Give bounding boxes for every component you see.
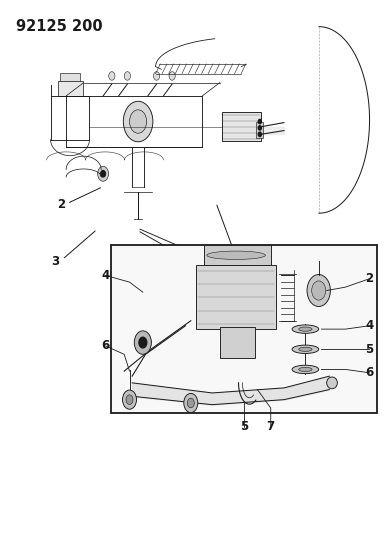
Circle shape <box>123 101 153 142</box>
Circle shape <box>109 72 115 80</box>
Bar <box>220 327 255 358</box>
Text: 6: 6 <box>102 340 110 352</box>
Circle shape <box>258 126 261 130</box>
Ellipse shape <box>327 377 337 389</box>
Circle shape <box>258 119 261 124</box>
Text: 92125 200: 92125 200 <box>16 19 102 34</box>
Text: 3: 3 <box>51 255 60 268</box>
Circle shape <box>169 72 175 80</box>
Text: 5: 5 <box>240 420 248 433</box>
Bar <box>111 245 377 413</box>
Bar <box>58 81 83 96</box>
Circle shape <box>126 395 133 405</box>
Circle shape <box>153 72 160 80</box>
Bar <box>196 265 276 329</box>
Ellipse shape <box>299 367 312 372</box>
Text: 2: 2 <box>57 198 65 211</box>
Circle shape <box>307 274 330 306</box>
Text: 4: 4 <box>365 319 373 332</box>
Text: 1: 1 <box>229 251 237 263</box>
Circle shape <box>312 281 326 300</box>
Bar <box>222 112 261 141</box>
Ellipse shape <box>292 345 319 353</box>
Circle shape <box>98 166 109 181</box>
Circle shape <box>187 398 194 408</box>
Circle shape <box>123 390 137 409</box>
Circle shape <box>124 72 130 80</box>
Bar <box>256 122 263 138</box>
Text: 5: 5 <box>365 343 373 356</box>
Bar <box>204 245 271 265</box>
Text: 6: 6 <box>365 366 373 379</box>
Text: 2: 2 <box>365 272 373 285</box>
Circle shape <box>139 337 147 348</box>
Circle shape <box>184 393 198 413</box>
Ellipse shape <box>299 327 312 331</box>
Bar <box>60 73 80 81</box>
Text: 7: 7 <box>267 420 275 433</box>
Circle shape <box>258 132 261 136</box>
Ellipse shape <box>299 347 312 351</box>
Ellipse shape <box>292 325 319 333</box>
Circle shape <box>101 171 105 177</box>
Circle shape <box>130 110 147 133</box>
Text: 4: 4 <box>102 269 110 282</box>
Circle shape <box>134 331 151 354</box>
Ellipse shape <box>292 365 319 374</box>
Ellipse shape <box>207 251 265 260</box>
